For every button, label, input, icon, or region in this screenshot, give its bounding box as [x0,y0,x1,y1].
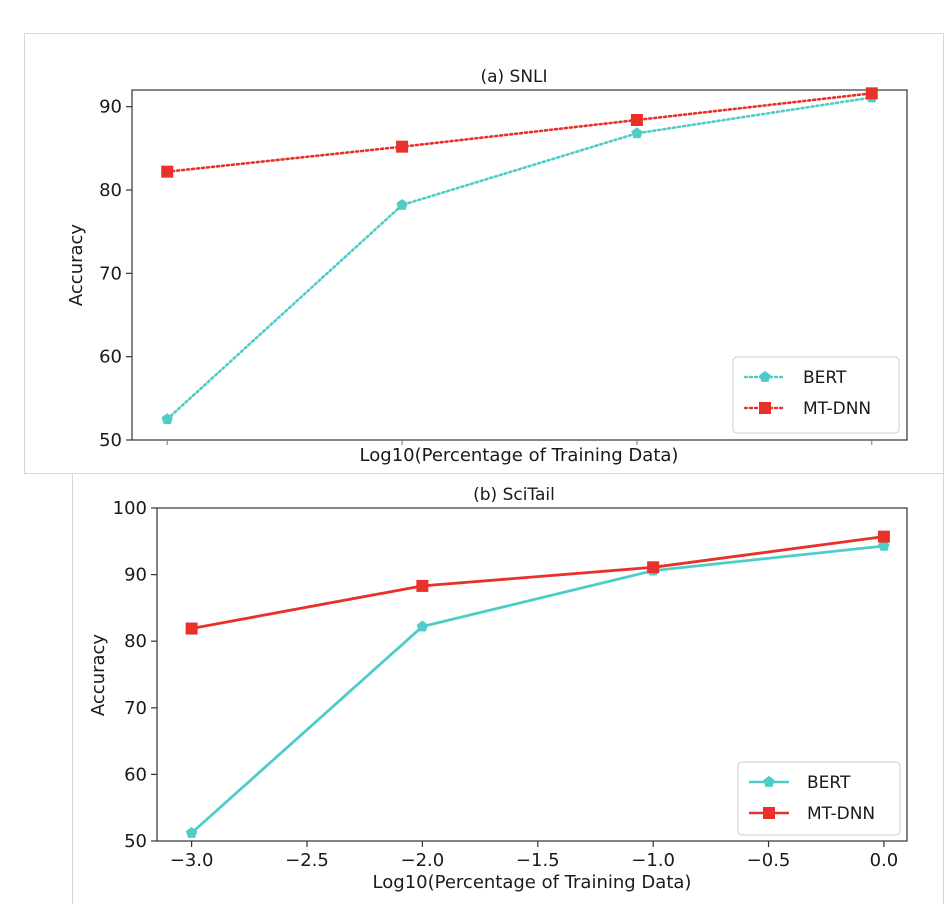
chart-a-point [396,199,408,210]
chart-a-point [396,140,409,153]
chart-a-ytick-label: 50 [99,430,122,451]
chart-a-legend-label: BERT [803,368,847,388]
chart-b-x-axis: −3.0 −2.5 −2.0 −1.5 −1.0 −0.5 0.0 [170,841,898,871]
chart-a-ytick-label: 90 [99,97,122,118]
chart-b-series-mt-dnn [185,530,890,635]
chart-a-series-mt-dnn [161,87,878,178]
chart-a-point [161,165,174,178]
chart-a-ylabel: Accuracy [66,224,87,307]
chart-b-line [190,544,885,835]
chart-b-y-axis: 50 60 70 80 90 100 [113,498,157,852]
chart-b-line [191,535,885,630]
chart-b-legend-marker [763,807,775,819]
chart-b-legend-box [737,761,901,836]
chart-b-legend: BERT MT-DNN [737,761,901,836]
chart-b-xtick-label: −2.0 [401,850,445,871]
chart-b: (b) SciTail 50 60 70 80 90 100 −3.0 −2.5 −2.0 −1… [88,485,908,893]
chart-a-series [161,87,878,424]
chart-b-point [878,540,890,551]
panel-b-frame [72,474,944,904]
chart-b-ylabel: Accuracy [88,634,109,717]
chart-b-point [416,579,429,592]
chart-b-xtick-label: 0.0 [870,850,899,871]
chart-b-xtick-label: −2.5 [285,850,329,871]
chart-a-legend-marker [759,402,771,414]
chart-b-ytick-label: 60 [124,764,147,785]
chart-a-point [161,413,173,424]
chart-a-xlabel: Log10(Percentage of Training Data) [360,445,679,466]
chart-b-plot-area [156,507,908,842]
chart-a-point [631,127,643,139]
chart-b-ytick-label: 80 [124,631,147,652]
chart-b-xlabel: Log10(Percentage of Training Data) [373,872,692,893]
chart-a-point [630,114,643,126]
chart-b-xtick-label: −3.0 [170,850,214,871]
chart-a-line [165,96,874,421]
chart-a-legend: BERT MT-DNN [732,356,900,434]
chart-b-legend-marker [763,776,775,787]
chart-a-line [165,92,874,173]
chart-b-title: (b) SciTail [473,485,555,505]
chart-a-y-axis: 50 60 70 80 90 [99,97,132,451]
chart-a-legend-marker [759,371,771,382]
chart-b-point [185,827,198,838]
chart-b-point [877,530,890,543]
chart-a-title: (a) SNLI [480,67,547,87]
chart-a-series-bert [161,91,878,424]
chart-b-legend-label: BERT [807,773,851,793]
chart-b-ytick-label: 90 [124,565,147,586]
chart-a-legend-label: MT-DNN [803,399,871,419]
chart-a-point [865,87,878,100]
chart-b-series [185,530,890,838]
chart-b-point [416,620,429,632]
chart-b-point [185,622,198,635]
chart-b-ytick-label: 70 [124,698,147,719]
chart-b-ytick-label: 50 [124,831,147,852]
chart-a-ytick-label: 70 [99,263,122,284]
chart-b-xtick-label: −0.5 [747,850,791,871]
chart-b-point [647,561,660,574]
chart-a-x-axis [166,440,873,445]
chart-b-xtick-label: −1.5 [516,850,560,871]
chart-a-plot-area [131,89,908,441]
chart-a: (a) SNLI 50 60 70 80 90 Accuracy Log10(Perce… [66,67,908,466]
chart-b-ytick-label: 100 [113,498,147,519]
panel-a-frame [24,33,944,474]
chart-b-legend-label: MT-DNN [807,804,875,824]
chart-a-ytick-label: 80 [99,180,122,201]
chart-a-ytick-label: 60 [99,347,122,368]
chart-b-xtick-label: −1.0 [631,850,675,871]
